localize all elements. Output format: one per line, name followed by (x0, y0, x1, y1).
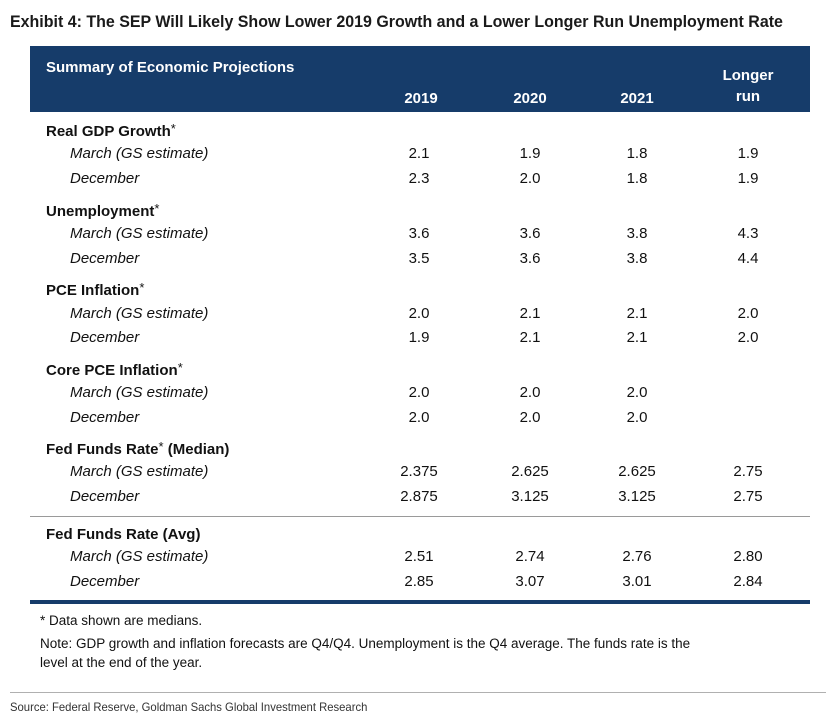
column-header-2019: 2019 (404, 90, 438, 107)
row-label: December (70, 250, 140, 267)
table-row: December 2.0 2.0 2.0 (30, 409, 810, 431)
table-row: March (GS estimate) 2.375 2.625 2.625 2.… (30, 463, 810, 485)
row-label: December (70, 573, 140, 590)
cell-2019: 2.51 (404, 548, 434, 565)
group-label: Fed Funds Rate (Avg) (46, 526, 201, 543)
group-label: Real GDP Growth* (46, 121, 176, 140)
cell-2021: 3.01 (622, 573, 652, 590)
cell-2020: 3.125 (511, 488, 549, 505)
row-label: March (GS estimate) (70, 225, 209, 242)
exhibit-title: Exhibit 4: The SEP Will Likely Show Lowe… (10, 12, 783, 31)
footnote-medians: * Data shown are medians. (40, 613, 203, 628)
cell-2019: 2.0 (408, 305, 430, 322)
cell-2020: 2.0 (519, 384, 541, 401)
row-label: March (GS estimate) (70, 145, 209, 162)
group-label: PCE Inflation* (46, 280, 145, 299)
cell-longer-run: 2.80 (733, 548, 763, 565)
table-row: March (GS estimate) 2.51 2.74 2.76 2.80 (30, 548, 810, 570)
cell-2019: 2.3 (408, 170, 430, 187)
row-label: December (70, 170, 140, 187)
table-row: December 1.9 2.1 2.1 2.0 (30, 329, 810, 351)
cell-longer-run: 4.4 (737, 250, 759, 267)
cell-2021: 3.125 (618, 488, 656, 505)
group-header-row: Core PCE Inflation* (30, 360, 810, 382)
cell-2021: 3.8 (626, 225, 648, 242)
column-header-2021: 2021 (620, 90, 654, 107)
table-bottom-rule (30, 600, 810, 604)
cell-2021: 2.625 (618, 463, 656, 480)
cell-2019: 3.5 (408, 250, 430, 267)
cell-2021: 3.8 (626, 250, 648, 267)
group-header-row: Unemployment* (30, 201, 810, 223)
cell-longer-run: 4.3 (737, 225, 759, 242)
cell-2021: 1.8 (626, 145, 648, 162)
table-row: December 2.875 3.125 3.125 2.75 (30, 488, 810, 510)
cell-2019: 2.0 (408, 384, 430, 401)
cell-2019: 2.85 (404, 573, 434, 590)
group-header-row: PCE Inflation* (30, 280, 810, 302)
cell-longer-run: 1.9 (737, 170, 759, 187)
row-label: December (70, 409, 140, 426)
cell-longer-run: 2.75 (733, 488, 763, 505)
cell-2021: 2.76 (622, 548, 652, 565)
row-label: March (GS estimate) (70, 305, 209, 322)
cell-2020: 2.0 (519, 409, 541, 426)
table-header-title: Summary of Economic Projections (46, 59, 295, 76)
table-header: Summary of Economic Projections 2019 202… (30, 46, 810, 112)
cell-2020: 2.0 (519, 170, 541, 187)
cell-2021: 2.0 (626, 384, 648, 401)
column-header-2020: 2020 (513, 90, 547, 107)
cell-2020: 3.6 (519, 225, 541, 242)
table-row: December 2.3 2.0 1.8 1.9 (30, 170, 810, 192)
cell-2021: 2.1 (626, 305, 648, 322)
cell-2020: 3.6 (519, 250, 541, 267)
row-label: December (70, 488, 140, 505)
cell-longer-run: 2.0 (737, 305, 759, 322)
row-label: March (GS estimate) (70, 384, 209, 401)
table-row: December 3.5 3.6 3.8 4.4 (30, 250, 810, 272)
cell-2020: 3.07 (515, 573, 545, 590)
table-row: December 2.85 3.07 3.01 2.84 (30, 573, 810, 595)
row-label: March (GS estimate) (70, 463, 209, 480)
row-label: December (70, 329, 140, 346)
cell-2020: 2.1 (519, 329, 541, 346)
group-label: Core PCE Inflation* (46, 360, 183, 379)
row-label: March (GS estimate) (70, 548, 209, 565)
note-line-1: Note: GDP growth and inflation forecasts… (40, 636, 691, 651)
group-label: Fed Funds Rate* (Median) (46, 439, 230, 458)
cell-longer-run: 2.0 (737, 329, 759, 346)
cell-2019: 2.375 (400, 463, 438, 480)
cell-2021: 2.0 (626, 409, 648, 426)
group-header-row: Real GDP Growth* (30, 121, 810, 143)
column-header-longer-run: Longer run (708, 65, 788, 107)
cell-longer-run: 2.75 (733, 463, 763, 480)
group-header-row: Fed Funds Rate* (Median) (30, 439, 810, 461)
cell-2021: 2.1 (626, 329, 648, 346)
source-line: Source: Federal Reserve, Goldman Sachs G… (10, 700, 368, 714)
cell-2019: 2.1 (408, 145, 430, 162)
table-row: March (GS estimate) 2.0 2.1 2.1 2.0 (30, 305, 810, 327)
table-row: March (GS estimate) 2.1 1.9 1.8 1.9 (30, 145, 810, 167)
column-header-longer-run-line1: Longer (722, 67, 774, 84)
group-header-row: Fed Funds Rate (Avg) (30, 524, 810, 546)
table-row: March (GS estimate) 2.0 2.0 2.0 (30, 384, 810, 406)
column-header-longer-run-line2: run (735, 88, 761, 105)
note-line-2: level at the end of the year. (40, 655, 203, 670)
cell-2019: 3.6 (408, 225, 430, 242)
cell-2020: 2.1 (519, 305, 541, 322)
section-divider (30, 516, 810, 517)
cell-longer-run: 1.9 (737, 145, 759, 162)
cell-longer-run: 2.84 (733, 573, 763, 590)
source-divider (10, 692, 826, 693)
cell-2020: 2.625 (511, 463, 549, 480)
cell-2021: 1.8 (626, 170, 648, 187)
table-row: March (GS estimate) 3.6 3.6 3.8 4.3 (30, 225, 810, 247)
cell-2019: 2.875 (400, 488, 438, 505)
cell-2020: 2.74 (515, 548, 545, 565)
cell-2020: 1.9 (519, 145, 541, 162)
cell-2019: 2.0 (408, 409, 430, 426)
group-label: Unemployment* (46, 201, 160, 220)
cell-2019: 1.9 (408, 329, 430, 346)
